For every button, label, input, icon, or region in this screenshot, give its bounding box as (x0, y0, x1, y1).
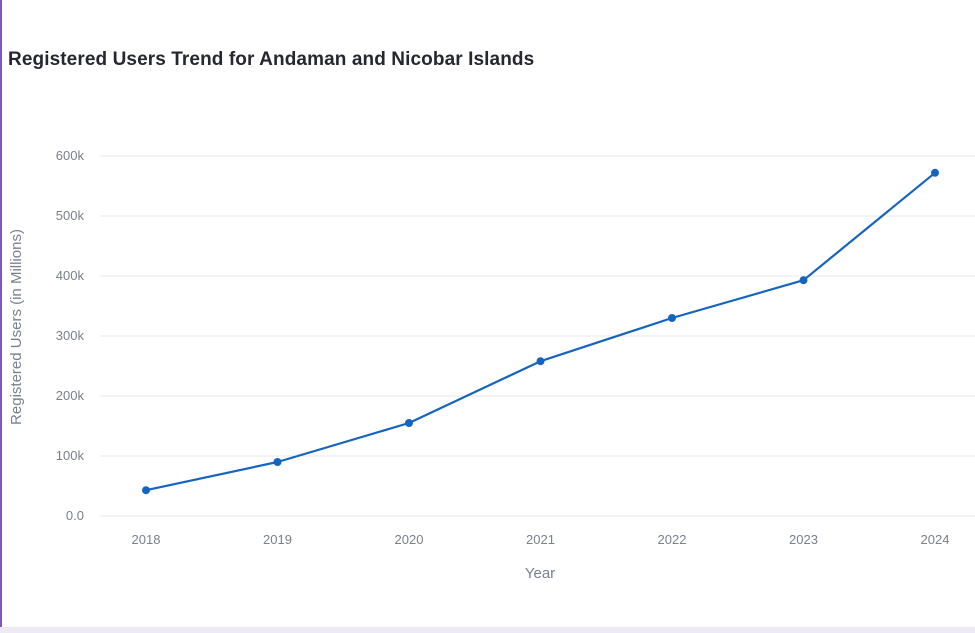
chart-title: Registered Users Trend for Andaman and N… (8, 49, 535, 70)
y-tick-labels: 0.0 100k 200k 300k 400k 500k 600k (56, 148, 85, 523)
x-tick-label: 2022 (658, 532, 687, 547)
data-point[interactable] (142, 486, 150, 495)
x-tick-labels: 2018 2019 2020 2021 2022 2023 2024 (132, 532, 950, 547)
y-tick-label: 200k (56, 388, 85, 403)
data-point[interactable] (536, 357, 545, 366)
data-point[interactable] (799, 276, 808, 285)
series-line (145, 171, 936, 492)
data-points (142, 168, 939, 495)
x-tick-label: 2021 (526, 532, 555, 547)
y-axis-title: Registered Users (in Millions) (8, 229, 25, 425)
y-tick-label: 600k (56, 148, 85, 163)
gridlines (100, 155, 975, 517)
y-tick-label: 100k (56, 448, 85, 463)
y-tick-label: 300k (56, 328, 85, 343)
x-axis-title: Year (525, 565, 555, 582)
y-tick-label: 0.0 (66, 508, 84, 523)
data-point[interactable] (405, 419, 413, 427)
x-tick-label: 2023 (789, 532, 818, 547)
left-accent-bar (0, 0, 2, 633)
x-tick-label: 2019 (263, 532, 292, 547)
bottom-border (0, 627, 975, 633)
x-tick-label: 2024 (921, 532, 950, 547)
data-point[interactable] (273, 458, 282, 466)
series-line-path (145, 171, 936, 492)
data-point[interactable] (931, 168, 939, 177)
y-tick-label: 500k (56, 208, 85, 223)
x-tick-label: 2020 (395, 532, 424, 547)
x-tick-label: 2018 (132, 532, 161, 547)
data-point[interactable] (668, 314, 676, 322)
y-tick-label: 400k (56, 268, 85, 283)
